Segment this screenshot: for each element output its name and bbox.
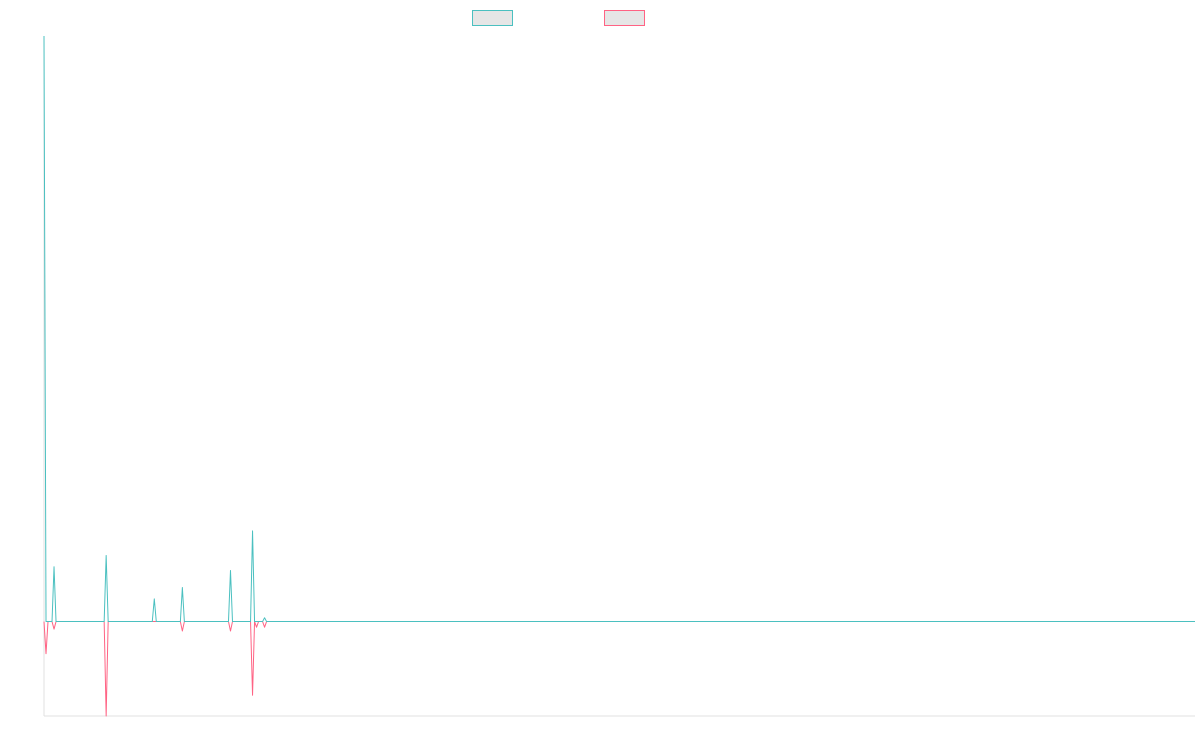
legend-swatch-2[interactable] xyxy=(604,10,645,26)
series-line-2 xyxy=(43,621,1195,717)
series-lines xyxy=(43,35,1195,717)
legend-item-1[interactable] xyxy=(472,10,513,26)
axes xyxy=(43,36,1195,717)
legend-swatch-1[interactable] xyxy=(472,10,513,26)
legend-item-2[interactable] xyxy=(604,10,645,26)
series-line-1 xyxy=(43,35,1195,623)
legend xyxy=(472,10,645,26)
